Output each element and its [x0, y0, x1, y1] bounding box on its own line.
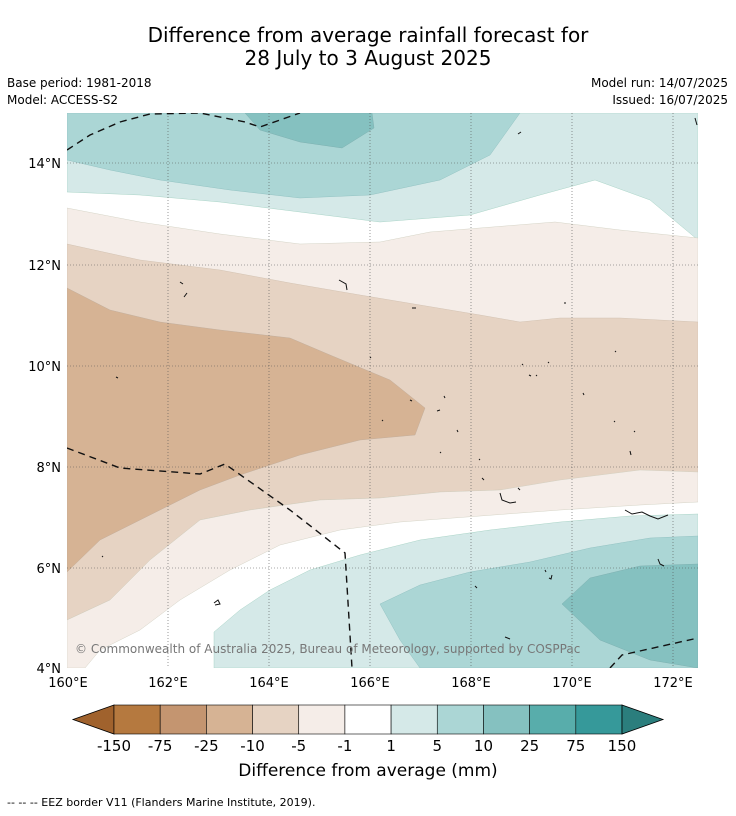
- colorbar-swatch: [113, 704, 161, 735]
- colorbar-tick-label: -5: [291, 737, 306, 755]
- metadata-left: Base period: 1981-2018 Model: ACCESS-S2: [7, 75, 152, 109]
- map-title-line-1: Difference from average rainfall forecas…: [147, 23, 589, 47]
- eez-footnote: -- -- -- EEZ border V11 (Flanders Marine…: [7, 796, 316, 809]
- lat-label: 8°N: [37, 461, 62, 476]
- copyright-text: © Commonwealth of Australia 2025, Bureau…: [75, 642, 580, 656]
- colorbar-swatch: [575, 704, 623, 735]
- colorbar-swatch: [390, 704, 438, 735]
- lat-label: 6°N: [37, 562, 62, 577]
- eez-border-lines: [67, 113, 698, 668]
- colorbar-title: Difference from average (mm): [238, 761, 498, 781]
- colorbar-swatch: [298, 704, 346, 735]
- colorbar-swatch: [483, 704, 530, 735]
- lon-label: 162°E: [148, 676, 188, 691]
- colorbar-swatch: [436, 704, 484, 735]
- colorbar-tick-label: -10: [240, 737, 265, 755]
- colorbar-tick-label: 10: [474, 737, 493, 755]
- colorbar-swatch: [159, 704, 207, 735]
- colorbar-arrow-low: [71, 704, 115, 735]
- colorbar-tick-label: -1: [337, 737, 352, 755]
- map-fill-layer: [67, 113, 698, 668]
- colorbar-tick-label: -75: [148, 737, 173, 755]
- colorbar-tick-label: 25: [520, 737, 539, 755]
- teal-region-south-strong: [561, 563, 698, 668]
- model-run-date: Model run: 14/07/2025: [590, 76, 728, 90]
- colorbar-swatch: [344, 704, 392, 735]
- colorbar-tick-label: 5: [432, 737, 442, 755]
- colorbar-swatch: [252, 704, 300, 735]
- colorbar-tick-label: -150: [97, 737, 131, 755]
- darker-brown-region-west: [67, 287, 426, 573]
- lon-label: 166°E: [350, 676, 390, 691]
- island-markers: [101, 117, 698, 640]
- base-period: Base period: 1981-2018: [7, 76, 152, 90]
- lon-label: 170°E: [552, 676, 592, 691]
- model-name: Model: ACCESS-S2: [7, 93, 119, 107]
- lon-label: 160°E: [48, 676, 88, 691]
- colorbar-swatch: [206, 704, 253, 735]
- colorbar-tick-label: 75: [566, 737, 585, 755]
- light-brown-band-south: [67, 469, 698, 668]
- latitude-labels: 14°N 12°N 10°N 8°N 6°N 4°N: [28, 157, 61, 677]
- lat-label: 10°N: [28, 360, 61, 375]
- lat-label: 12°N: [28, 259, 61, 274]
- colorbar-swatch: [529, 704, 577, 735]
- colorbar-tick-label: 1: [386, 737, 396, 755]
- colorbar-tick-label: -25: [194, 737, 219, 755]
- map-gridlines: [67, 113, 698, 668]
- issued-date: Issued: 16/07/2025: [612, 93, 728, 107]
- longitude-labels: 160°E 162°E 164°E 166°E 168°E 170°E 172°…: [48, 676, 693, 691]
- map-title-line-2: 28 July to 3 August 2025: [244, 46, 492, 70]
- lat-label: 4°N: [37, 662, 62, 677]
- lon-label: 168°E: [451, 676, 491, 691]
- lat-label: 14°N: [28, 157, 61, 172]
- teal-region-north-strong: [244, 113, 375, 149]
- colorbar-arrow-high: [621, 704, 665, 735]
- lon-label: 172°E: [653, 676, 693, 691]
- lon-label: 164°E: [249, 676, 289, 691]
- colorbar: -150 -75 -25 -10 -5 -1 1 5 10 25 75 150: [71, 704, 665, 755]
- metadata-right: Model run: 14/07/2025 Issued: 16/07/2025: [591, 75, 728, 109]
- colorbar-tick-label: 150: [608, 737, 637, 755]
- teal-region-north-moderate: [67, 113, 521, 199]
